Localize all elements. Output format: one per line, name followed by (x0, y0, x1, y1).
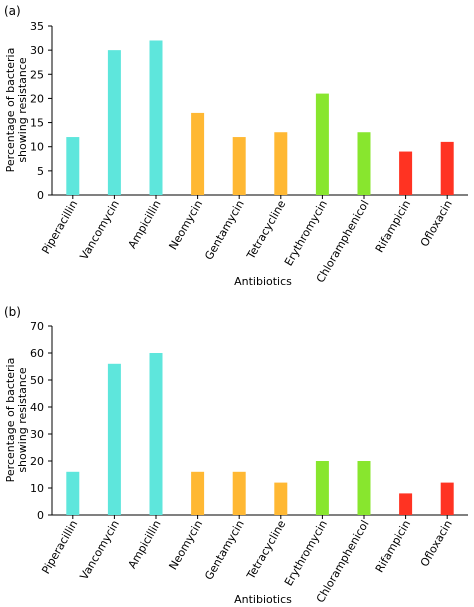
y-tick-label: 50 (30, 374, 44, 387)
bar-ampicillin (149, 40, 163, 195)
bar-tetracycline (274, 132, 288, 195)
y-tick-label: 0 (37, 509, 44, 522)
y-tick-label: 0 (37, 189, 44, 202)
x-tick-label: Neomycin (166, 198, 205, 252)
y-tick-label: 30 (30, 428, 44, 441)
y-tick-label: 20 (30, 455, 44, 468)
y-tick-label: 15 (30, 117, 44, 130)
panel-label: (a) (4, 4, 21, 18)
bar-gentamycin (232, 471, 246, 515)
bar-tetracycline (274, 482, 288, 515)
bar-neomycin (191, 112, 205, 195)
y-axis-label-line: Percentage of bacteria (4, 48, 17, 173)
x-tick-label: Tetracycline (244, 518, 289, 582)
y-tick-label: 70 (30, 320, 44, 333)
x-tick-label: Ampicillin (126, 518, 164, 571)
chart-panel-a: (a) Percentage of bacteriashowing resista… (4, 4, 468, 288)
bar-erythromycin (315, 461, 329, 515)
x-tick-label: Gentamycin (202, 198, 247, 262)
bar-vancomycin (107, 50, 121, 196)
y-axis-label: Percentage of bacteriashowing resistance (4, 358, 29, 483)
y-tick-label: 10 (30, 482, 44, 495)
bar-rifampicin (399, 151, 413, 195)
x-tick-label: Ampicillin (126, 198, 164, 251)
y-tick-label: 20 (30, 92, 44, 105)
bar-vancomycin (107, 363, 121, 515)
x-tick-label: Ofloxacin (418, 198, 455, 249)
bar-gentamycin (232, 137, 246, 195)
y-tick-label: 25 (30, 68, 44, 81)
bar-chloramphenicol (357, 461, 371, 515)
x-tick-label: Rifampicin (373, 198, 413, 255)
bar-ampicillin (149, 353, 163, 515)
y-axis-label-line: showing resistance (16, 367, 29, 473)
x-tick-label: Piperacillin (39, 518, 80, 576)
bar-piperacillin (66, 471, 80, 515)
y-tick-label: 60 (30, 347, 44, 360)
x-tick-label: Piperacillin (39, 198, 80, 256)
x-tick-label: Vancomycin (78, 518, 123, 582)
bar-ofloxacin (440, 482, 454, 515)
y-tick-label: 40 (30, 401, 44, 414)
x-tick-label: Rifampicin (373, 518, 413, 575)
bar-erythromycin (315, 93, 329, 195)
x-tick-label: Erythromycin (282, 198, 330, 268)
bar-piperacillin (66, 137, 80, 195)
x-tick-label: Tetracycline (244, 198, 289, 262)
y-tick-label: 35 (30, 20, 44, 33)
bar-ofloxacin (440, 141, 454, 195)
bar-rifampicin (399, 493, 413, 515)
x-axis-label: Antibiotics (234, 275, 292, 288)
y-tick-label: 10 (30, 141, 44, 154)
chart-panel-b: (b) Percentage of bacteriashowing resista… (4, 305, 468, 606)
panel-label: (b) (4, 305, 21, 319)
y-axis-label: Percentage of bacteriashowing resistance (4, 48, 29, 173)
y-axis-label-line: Percentage of bacteria (4, 358, 17, 483)
y-tick-label: 30 (30, 44, 44, 57)
x-axis-label: Antibiotics (234, 593, 292, 606)
x-tick-label: Erythromycin (282, 518, 330, 588)
y-tick-label: 5 (37, 165, 44, 178)
y-axis-label-line: showing resistance (16, 57, 29, 163)
x-tick-label: Neomycin (166, 518, 205, 572)
bar-neomycin (191, 471, 205, 515)
x-tick-label: Gentamycin (202, 518, 247, 582)
x-tick-label: Ofloxacin (418, 518, 455, 569)
x-tick-label: Vancomycin (78, 198, 123, 262)
bar-chloramphenicol (357, 132, 371, 195)
